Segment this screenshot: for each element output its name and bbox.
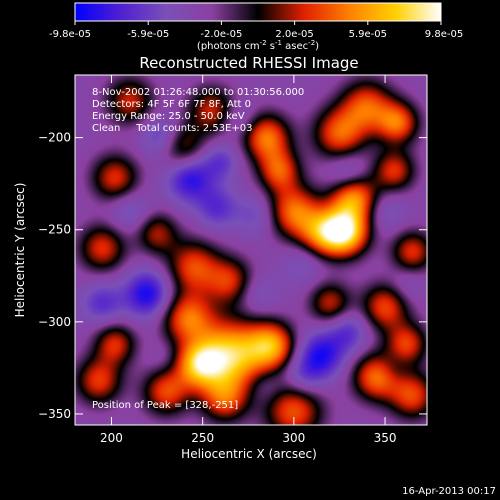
y-tick-label: −200	[38, 131, 71, 145]
heatmap-canvas	[75, 75, 427, 425]
annotations: 8-Nov-2002 01:26:48.000 to 01:30:56.000 …	[92, 87, 304, 411]
colorbar-tick-label: -5.9e-05	[127, 29, 169, 40]
y-axis-ticks: −200 −250 −300 −350	[38, 131, 427, 421]
y-axis-label: Heliocentric Y (arcsec)	[13, 183, 27, 318]
plot-area: 200 250 300 350 −200 −250 −300 −350	[38, 74, 428, 445]
colorbar: -9.8e-05 -5.9e-05 -2.0e-05 2.0e-05 5.9e-05 9.…	[49, 2, 463, 52]
colorbar-unit-label: (photons cm-2 s-1 asec-2)	[197, 39, 319, 52]
y-tick-label: −300	[38, 315, 71, 329]
colorbar-tick-label: 5.9e-05	[349, 29, 387, 40]
annotation-peak: Position of Peak = [328,-251]	[92, 400, 238, 411]
footer-timestamp: 16-Apr-2013 00:17	[402, 486, 496, 497]
heatmap-image-wrap	[75, 75, 427, 425]
x-tick-label: 300	[282, 431, 305, 445]
y-tick-label: −250	[38, 223, 71, 237]
colorbar-strip	[74, 2, 442, 22]
colorbar-tick-label: -9.8e-05	[49, 29, 91, 40]
annotation-energy: Energy Range: 25.0 - 50.0 keV	[92, 111, 245, 122]
colorbar-tick-label: -2.0e-05	[200, 29, 242, 40]
x-tick-label: 250	[191, 431, 214, 445]
y-tick-label: −350	[38, 407, 71, 421]
x-tick-label: 350	[374, 431, 397, 445]
annotation-detectors: Detectors: 4F 5F 6F 7F 8F, Att 0	[92, 99, 251, 110]
colorbar-tick-label: 2.0e-05	[275, 29, 313, 40]
colorbar-tick-label: 9.8e-05	[425, 29, 463, 40]
x-tick-label: 200	[100, 431, 123, 445]
chart-title: Reconstructed RHESSI Image	[139, 54, 358, 72]
annotation-time-range: 8-Nov-2002 01:26:48.000 to 01:30:56.000	[92, 87, 304, 98]
plot-frame	[74, 74, 428, 426]
x-axis-ticks: 200 250 300 350	[100, 75, 397, 445]
annotation-clean: Clean Total counts: 2.53E+03	[92, 123, 252, 134]
colorbar-ticks: -9.8e-05 -5.9e-05 -2.0e-05 2.0e-05 5.9e-05 9.…	[49, 21, 463, 40]
x-axis-label: Heliocentric X (arcsec)	[181, 447, 317, 461]
